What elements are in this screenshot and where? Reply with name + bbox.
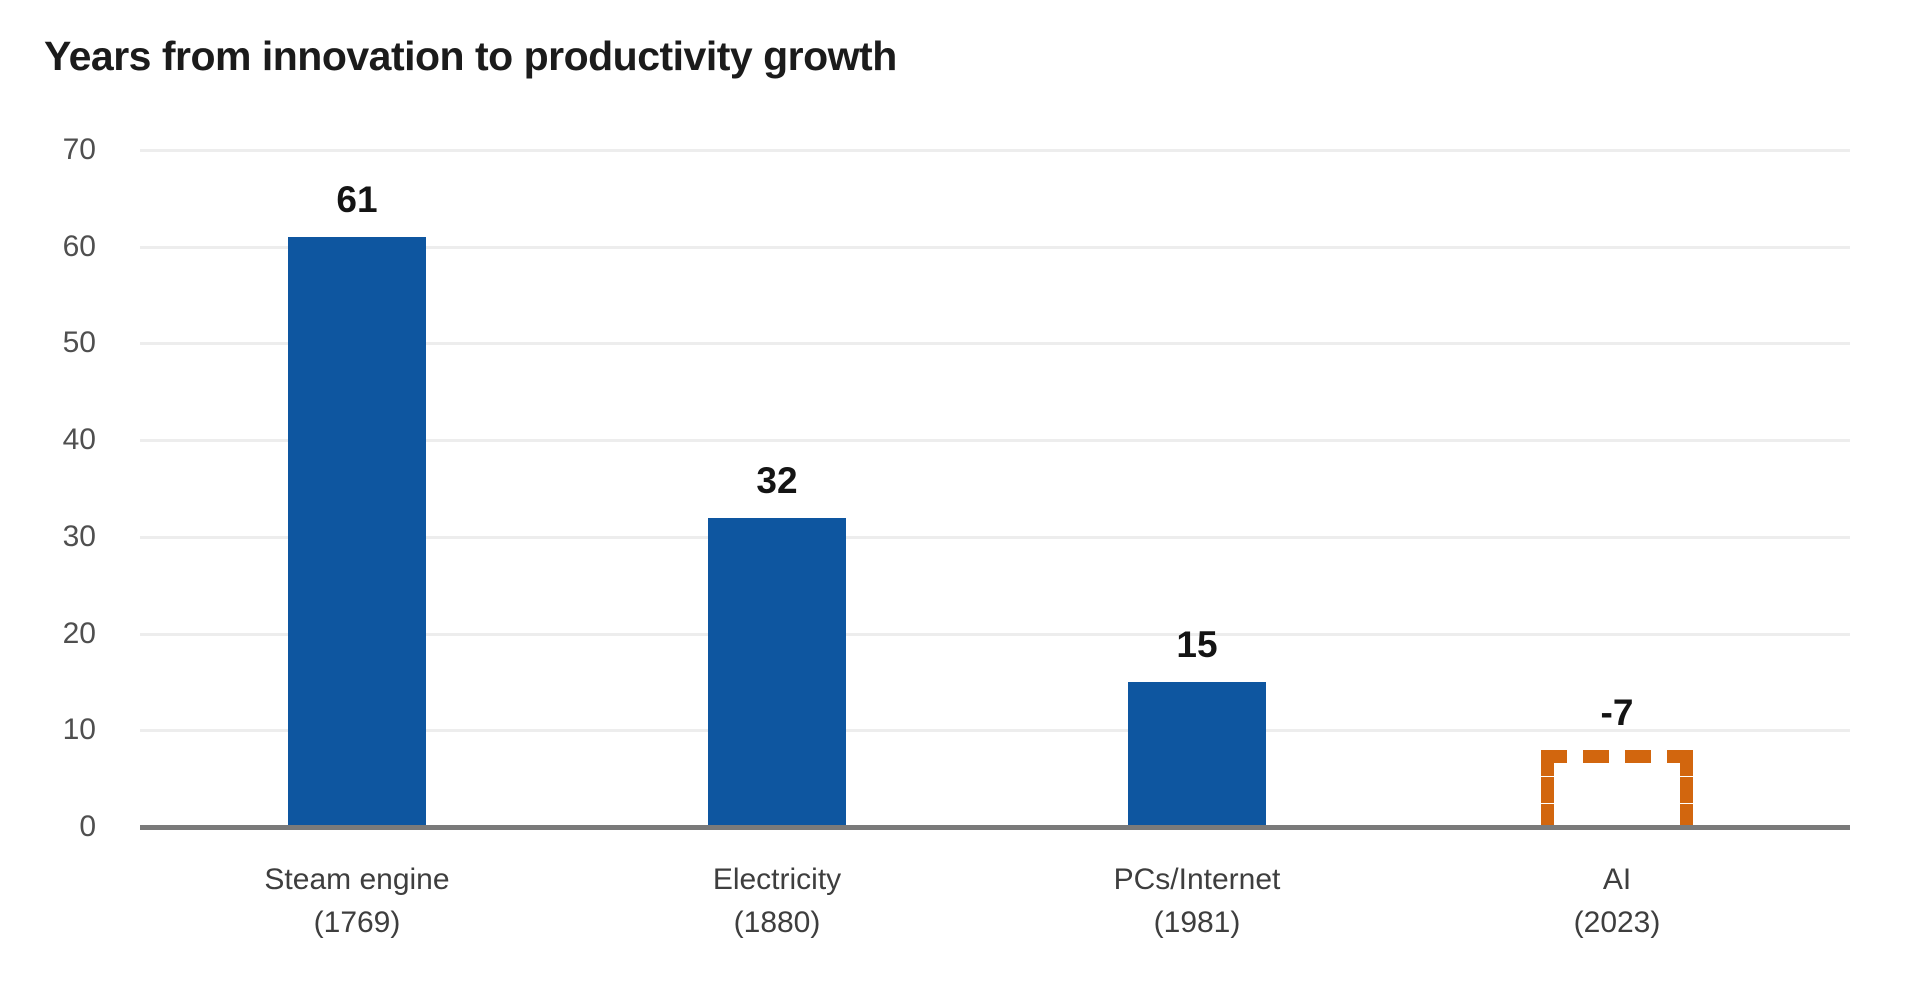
gridline-30: [140, 535, 1850, 539]
gridline-20: [140, 632, 1850, 636]
y-tick-label-40: 40: [62, 423, 96, 457]
category-year: (1981): [1153, 906, 1241, 939]
category-label-steam-engine: Steam engine (1769): [197, 858, 517, 944]
value-label-15: 15: [1176, 623, 1218, 665]
gridline-10: [140, 729, 1850, 733]
dashed-outline-bar-ai: [1541, 749, 1693, 830]
category-year: (1769): [313, 906, 401, 939]
gridline-60: [140, 245, 1850, 249]
category-label-ai: AI (2023): [1457, 858, 1777, 944]
bar-electricity: [708, 517, 846, 830]
value-label--7: -7: [1600, 691, 1634, 733]
y-tick-label-60: 60: [62, 229, 96, 263]
value-label-61: 61: [336, 179, 378, 221]
gridline-40: [140, 439, 1850, 443]
y-tick-label-20: 20: [62, 616, 96, 650]
bar-steam-engine: [288, 237, 426, 830]
category-name: Electricity: [712, 863, 842, 896]
y-tick-label-0: 0: [79, 810, 96, 843]
x-axis-line: [140, 825, 1850, 830]
chart-title: Years from innovation to productivity gr…: [44, 33, 897, 79]
y-tick-label-70: 70: [62, 133, 96, 167]
value-label-32: 32: [756, 459, 798, 501]
gridline-50: [140, 342, 1850, 346]
category-name: AI: [1602, 863, 1632, 896]
category-label-electricity: Electricity (1880): [617, 858, 937, 944]
category-year: (1880): [733, 906, 821, 939]
y-tick-label-10: 10: [62, 713, 96, 747]
category-year: (2023): [1573, 906, 1661, 939]
category-name: Steam engine: [264, 863, 450, 896]
gridline-70: [140, 149, 1850, 153]
y-tick-label-30: 30: [62, 519, 96, 553]
category-name: PCs/Internet: [1113, 863, 1281, 896]
bar-pcs-internet: [1128, 681, 1266, 830]
category-label-pcs-internet: PCs/Internet (1981): [1037, 858, 1357, 944]
y-tick-label-50: 50: [62, 326, 96, 360]
